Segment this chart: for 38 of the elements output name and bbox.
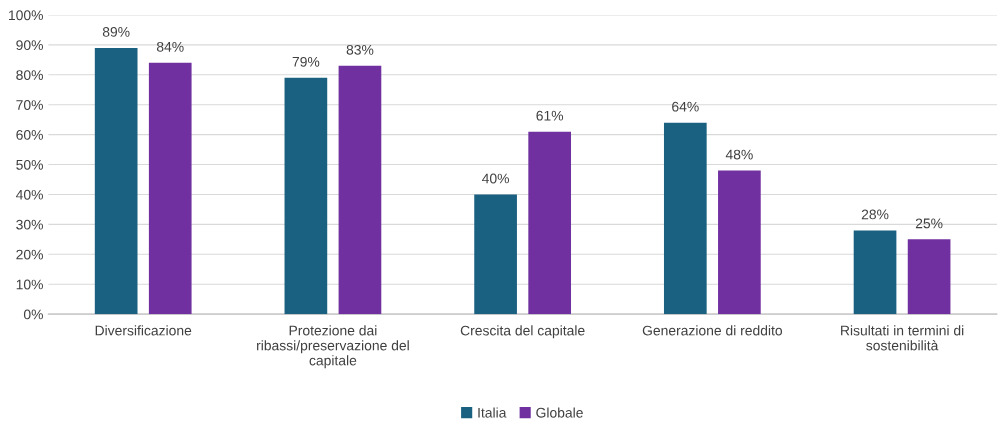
y-tick-label: 20% <box>16 249 43 260</box>
bar <box>853 230 897 315</box>
x-tick-label: Generazione di reddito <box>642 325 783 336</box>
data-label: 84% <box>156 41 184 52</box>
y-tick-label: 60% <box>16 129 43 140</box>
x-tick-label: Crescita del capitale <box>460 325 585 339</box>
bar <box>474 194 517 315</box>
data-label: 89% <box>102 26 130 37</box>
data-label: 79% <box>292 56 320 67</box>
x-tick-label: Diversificazione <box>95 325 192 336</box>
bar <box>148 62 192 315</box>
bar <box>528 131 572 315</box>
y-tick-label: 30% <box>16 219 43 230</box>
data-label: 40% <box>482 173 509 184</box>
bar <box>663 122 707 315</box>
bar <box>907 239 951 315</box>
y-tick-label: 80% <box>16 70 43 80</box>
bar <box>94 47 138 315</box>
data-label: 48% <box>725 149 753 160</box>
data-label: 61% <box>536 110 564 121</box>
y-tick-label: 90% <box>16 40 43 51</box>
legend-label: Italia <box>478 407 507 418</box>
bar <box>338 65 382 315</box>
data-label: 83% <box>346 44 374 55</box>
y-tick-label: 10% <box>16 279 43 290</box>
data-label: 64% <box>672 101 699 112</box>
x-tick-label: Protezione dai ribassi/preservazione del capitale <box>257 325 409 369</box>
y-tick-label: 50% <box>16 159 43 170</box>
data-label: 25% <box>915 218 943 229</box>
legend-label: Globale <box>536 407 583 418</box>
x-tick-label: Risultati in termini di sostenibilità <box>841 325 964 351</box>
bar <box>718 170 761 315</box>
y-tick-label: 40% <box>16 189 43 200</box>
y-tick-label: 100% <box>9 10 43 21</box>
bar <box>284 77 328 315</box>
data-label: 28% <box>861 209 889 220</box>
y-tick-label: 70% <box>16 100 43 110</box>
y-tick-label: 0% <box>23 309 43 320</box>
